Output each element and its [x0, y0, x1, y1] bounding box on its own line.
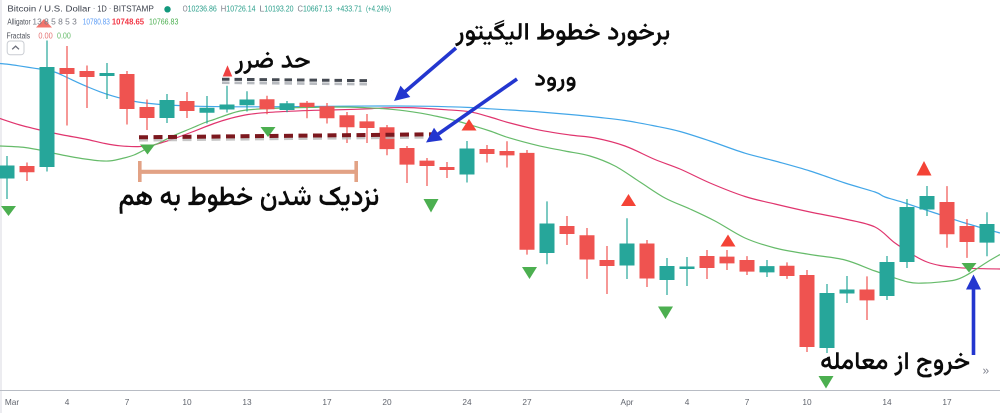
- svg-text:7: 7: [745, 397, 750, 407]
- svg-text:4: 4: [685, 397, 690, 407]
- svg-text:1D: 1D: [97, 4, 107, 14]
- svg-text:14: 14: [882, 397, 892, 407]
- svg-text:24: 24: [462, 397, 472, 407]
- svg-text:·: ·: [93, 4, 96, 13]
- svg-text:Mar: Mar: [5, 397, 20, 407]
- svg-text:C: C: [298, 5, 304, 14]
- svg-text:BITSTAMP: BITSTAMP: [113, 4, 154, 14]
- svg-text:H: H: [221, 5, 227, 14]
- svg-text:10766.83: 10766.83: [149, 16, 179, 26]
- svg-text:17: 17: [322, 397, 332, 407]
- svg-text:Fractals: Fractals: [7, 30, 30, 40]
- svg-text:Bitcoin / U.S. Dollar: Bitcoin / U.S. Dollar: [7, 4, 90, 14]
- svg-text:4: 4: [65, 397, 70, 407]
- svg-text:·: ·: [109, 4, 112, 13]
- svg-text:O: O: [183, 5, 188, 14]
- svg-text:+433.71: +433.71: [336, 5, 362, 14]
- svg-text:27: 27: [522, 397, 532, 407]
- svg-text:0.00: 0.00: [38, 30, 53, 40]
- svg-text:Apr: Apr: [621, 397, 634, 407]
- svg-text:17: 17: [942, 397, 952, 407]
- svg-text:10667.13: 10667.13: [303, 5, 333, 14]
- svg-text:»: »: [983, 364, 990, 378]
- svg-text:10: 10: [802, 397, 812, 407]
- svg-text:10193.20: 10193.20: [264, 5, 294, 14]
- svg-text:10780.83: 10780.83: [83, 16, 110, 26]
- svg-text:20: 20: [382, 397, 392, 407]
- svg-text:10748.65: 10748.65: [112, 16, 144, 26]
- svg-text:7: 7: [125, 397, 130, 407]
- svg-text:0.00: 0.00: [57, 30, 71, 40]
- svg-text:10: 10: [182, 397, 192, 407]
- svg-text:Alligator: Alligator: [7, 16, 30, 26]
- svg-text:L: L: [260, 5, 265, 14]
- svg-text:13: 13: [242, 397, 252, 407]
- svg-text:10726.14: 10726.14: [226, 5, 256, 14]
- svg-text:13 8 5 8 5 3: 13 8 5 8 5 3: [32, 16, 77, 26]
- svg-text:10236.86: 10236.86: [188, 5, 218, 14]
- svg-text:(+4.24%): (+4.24%): [366, 5, 391, 14]
